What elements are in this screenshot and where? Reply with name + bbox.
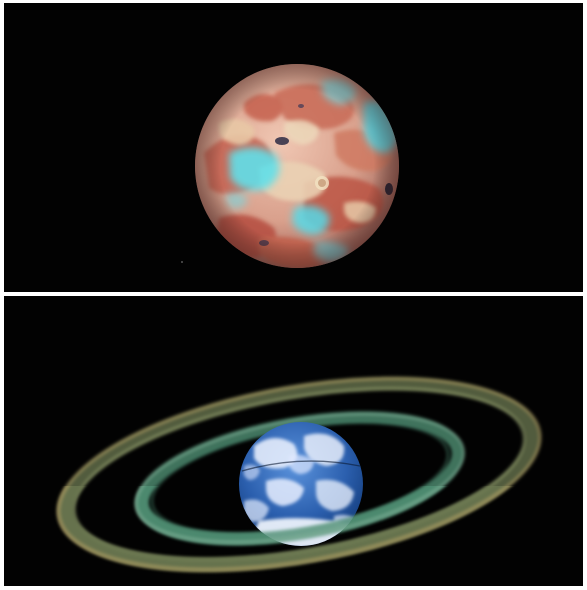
ringed-planet-scene [56, 376, 542, 572]
top-viewport[interactable] [4, 3, 583, 292]
bottom-viewport[interactable] [4, 296, 583, 586]
desert-planet-scene [181, 64, 399, 268]
